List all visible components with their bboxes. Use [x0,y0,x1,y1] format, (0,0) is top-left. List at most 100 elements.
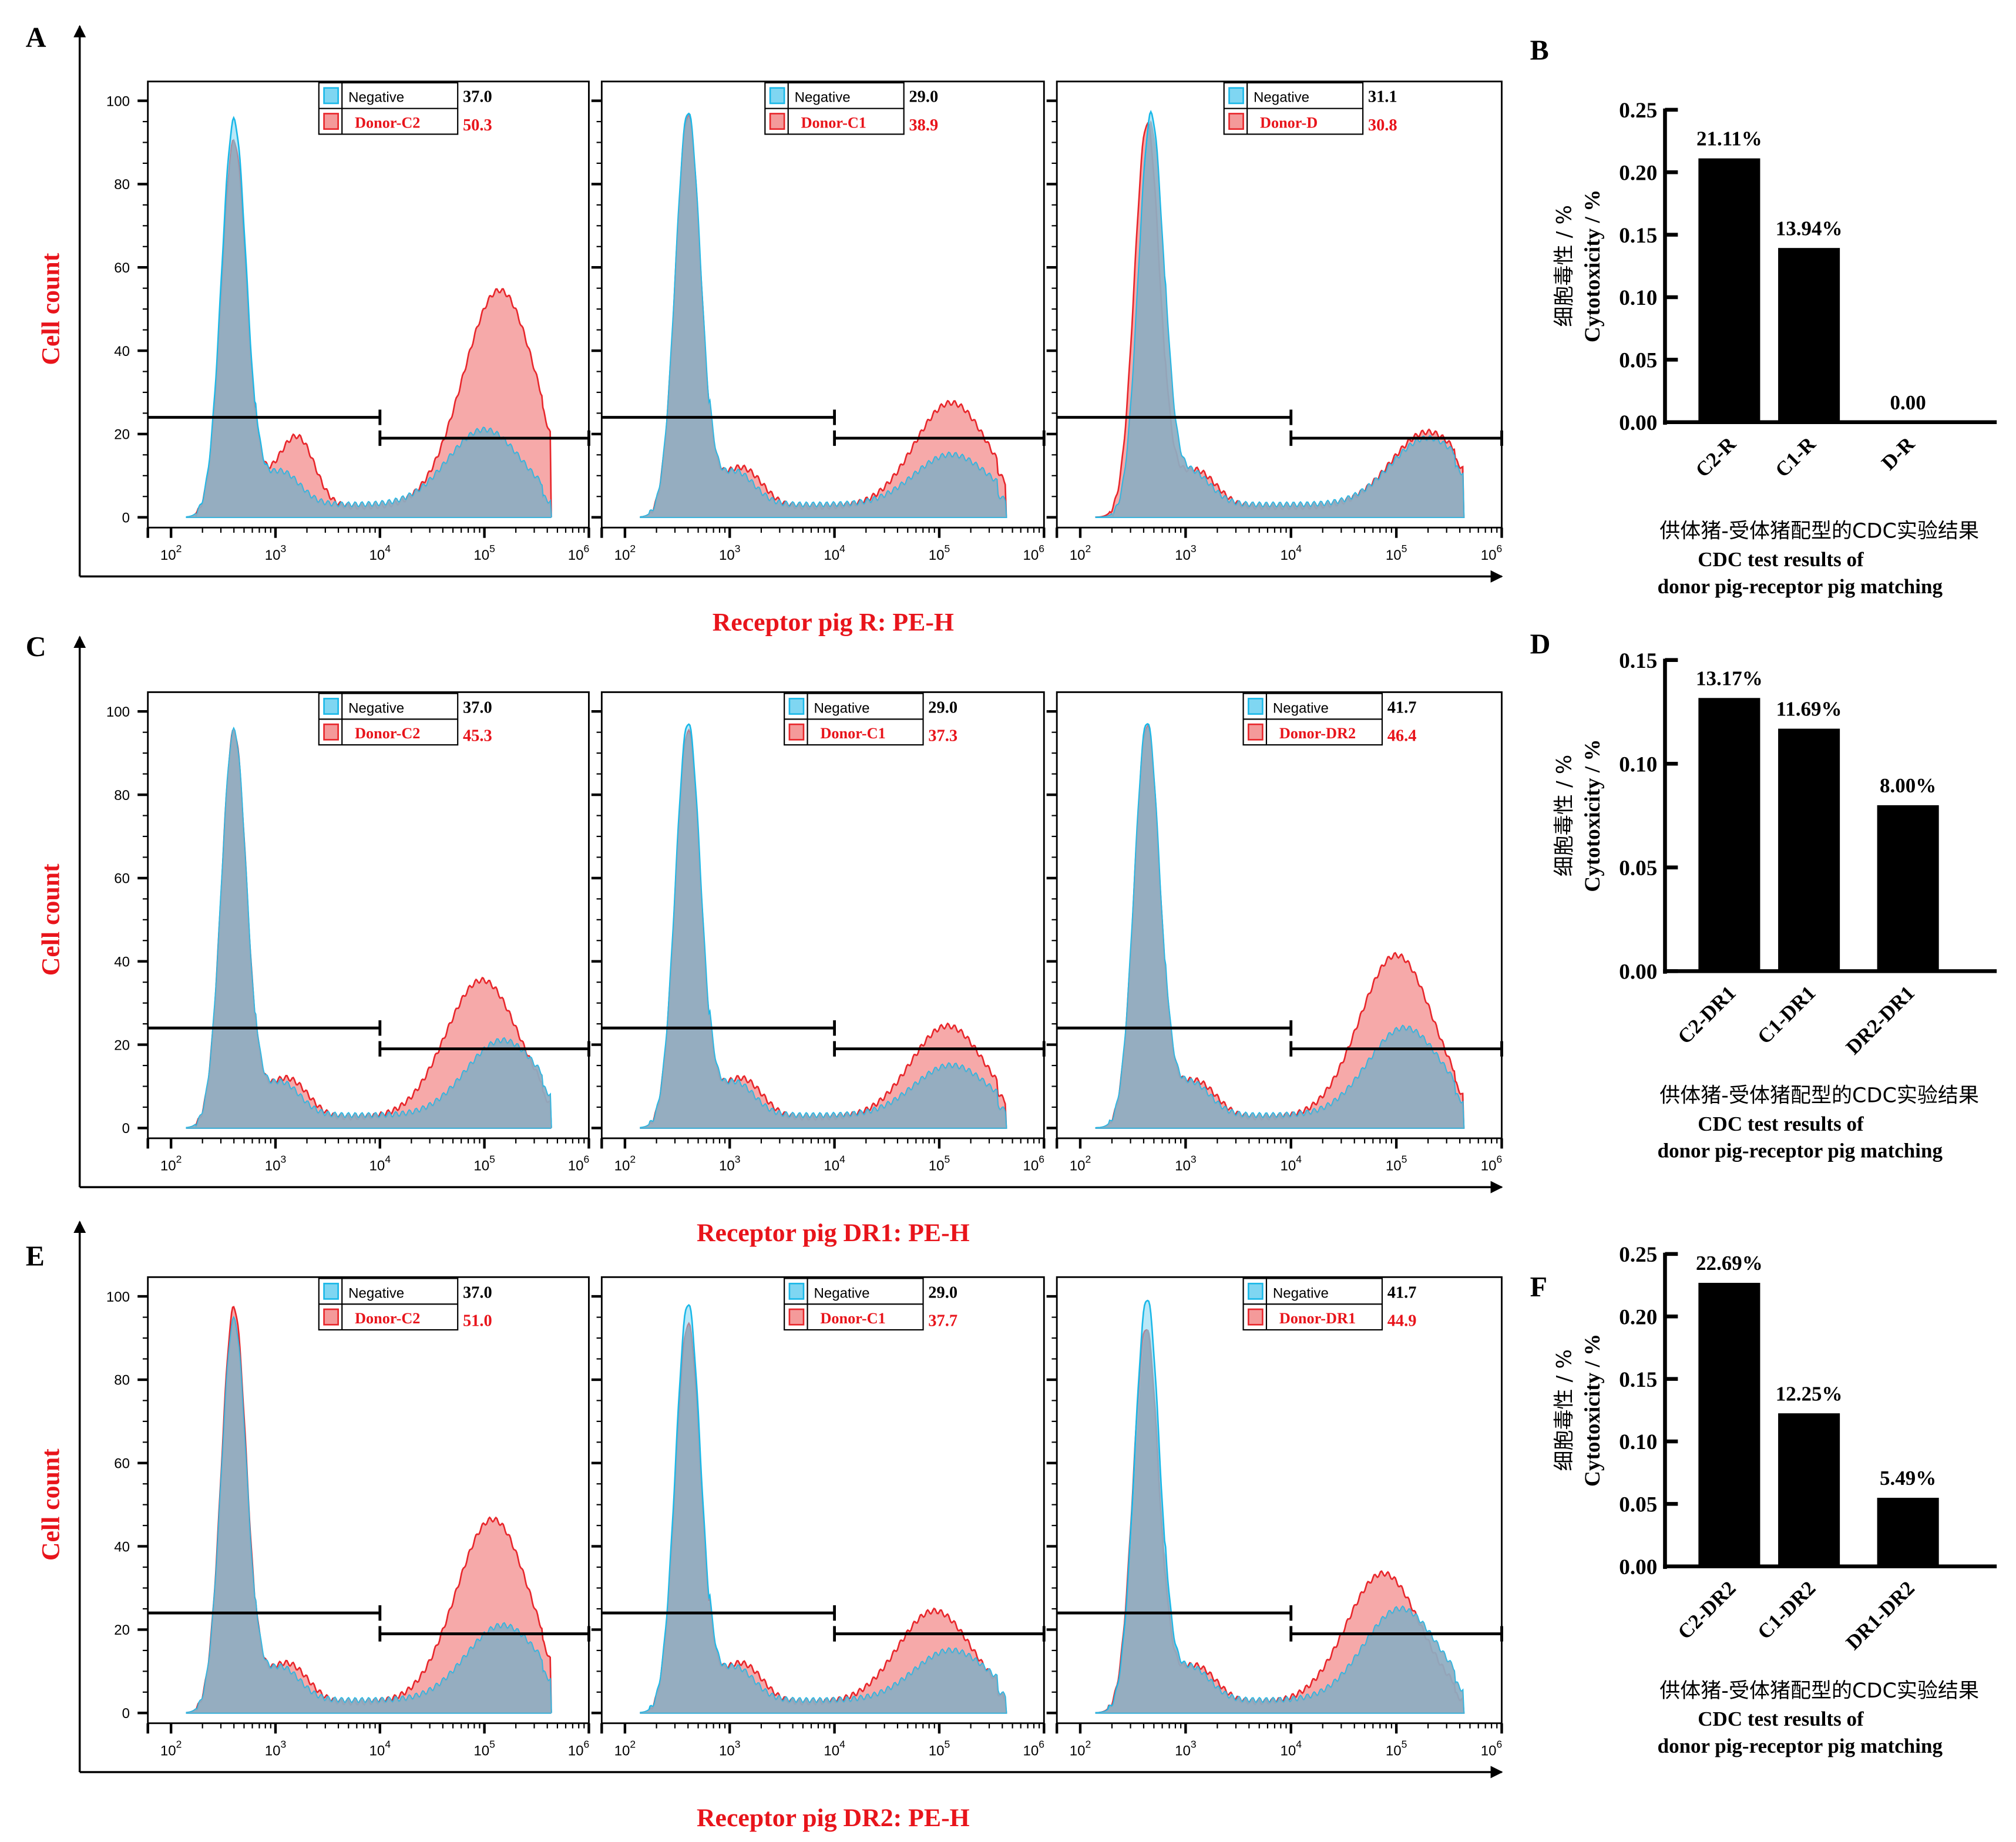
legend: Negative Donor-C1 29.0 37.7 [784,1278,957,1331]
y-tick-label: 0 [122,1706,130,1722]
overlap-area [186,139,552,517]
y-tick-label: 0.10 [1619,1430,1657,1454]
y-axis-label-cn: 细胞毒性 / % [1553,1349,1577,1471]
histogram-panel-C: C Cell count Receptor pig DR1: PE-H 0 20 40 60… [26,631,1503,1247]
legend-value-negative: 37.0 [463,88,492,106]
bar [1877,1497,1939,1567]
bar-chart-D: D 0.00 0.05 0.10 0.15 细胞毒性 / % Cytotoxicity / … [1530,629,1997,1162]
legend-value-donor: 44.9 [1387,1312,1417,1330]
x-tick-label: 105 [929,1738,950,1759]
x-axis-label: Receptor pig DR1: PE-H [697,1219,970,1247]
y-tick-label: 0 [122,1121,130,1137]
bar [1778,728,1840,972]
x-tick-label: DR2-DR1 [1842,981,1919,1059]
legend: Negative Donor-C2 37.0 45.3 [318,693,492,746]
legend: Negative Donor-C1 29.0 38.9 [764,82,938,135]
y-tick-label: 20 [114,427,130,443]
x-tick-label: 102 [160,1153,182,1174]
legend-swatch-donor [788,723,805,741]
x-tick-label: 103 [719,1153,741,1174]
legend-value-donor: 30.8 [1368,116,1397,135]
legend: Negative Donor-DR2 41.7 46.4 [1242,693,1417,746]
legend-label-negative: Negative [814,700,869,716]
x-tick-label: 104 [369,1153,391,1174]
legend-value-negative: 37.0 [463,698,492,717]
x-tick-label: 106 [1481,1153,1503,1174]
bar [1698,158,1760,422]
legend: Negative Donor-C2 37.0 51.0 [318,1278,492,1331]
legend-swatch-donor [323,1308,339,1326]
y-axis-label-en: Cytotoxicity / % [1581,190,1605,342]
x-tick-label: 102 [1070,1738,1091,1759]
legend-value-donor: 46.4 [1387,727,1417,745]
x-tick-label: 104 [369,543,391,563]
legend-value-negative: 29.0 [909,88,938,106]
x-tick-label: 104 [824,1153,845,1174]
y-tick-label: 0.05 [1619,1493,1657,1517]
x-axis-label-en: donor pig-receptor pig matching [1658,575,1943,598]
legend-label-negative: Negative [1273,700,1329,716]
x-tick-label: 104 [1280,1738,1302,1759]
histogram-subplot: 0 20 40 60 80 100 102 103 104 105 106 Negative Donor… [106,80,590,563]
legend-label-donor: Donor-C1 [801,115,866,132]
x-tick-label: 106 [1481,1738,1503,1759]
x-axis-label-en: donor pig-receptor pig matching [1658,1735,1943,1757]
x-tick-label: C2-DR1 [1673,981,1740,1048]
legend-value-negative: 37.0 [463,1283,492,1302]
y-tick-label: 20 [114,1622,130,1638]
legend-swatch-negative [788,1282,805,1300]
bar [1778,248,1840,422]
legend: Negative Donor-C1 29.0 37.3 [784,693,957,746]
legend-value-negative: 31.1 [1368,88,1397,106]
x-tick-label: 104 [369,1738,391,1759]
x-tick-label: 102 [160,1738,182,1759]
y-axis-label-cn: 细胞毒性 / % [1553,755,1577,876]
x-tick-label: 104 [824,543,845,563]
x-tick-label: 102 [614,543,636,563]
legend-value-donor: 38.9 [909,116,938,135]
legend-value-donor: 37.3 [928,727,957,745]
legend-label-negative: Negative [1273,1285,1329,1301]
y-tick-label: 0.15 [1619,649,1657,673]
legend-swatch-negative [323,698,339,715]
legend-label-donor: Donor-DR1 [1279,1310,1356,1327]
x-tick-label: 103 [1175,1153,1197,1174]
legend-swatch-negative [1228,87,1244,105]
x-tick-label: C1-DR1 [1753,981,1820,1048]
y-axis-label: Cell count [37,863,65,976]
x-axis-label: Receptor pig R: PE-H [713,608,954,636]
panel-letter: E [26,1241,45,1272]
y-tick-label: 100 [106,704,130,720]
legend-label-negative: Negative [348,700,404,716]
legend-value-donor: 50.3 [463,116,492,135]
y-tick-label: 80 [114,788,130,804]
x-tick-label: 105 [929,1153,950,1174]
legend-value-donor: 37.7 [928,1312,957,1330]
y-tick-label: 80 [114,1373,130,1389]
legend-label-donor: Donor-D [1260,115,1318,132]
legend-swatch-donor [1228,113,1244,130]
y-tick-label: 40 [114,954,130,970]
x-axis-label-en: donor pig-receptor pig matching [1658,1140,1943,1162]
x-tick-label: 105 [1386,1153,1407,1174]
y-axis-label: Cell count [37,1448,65,1561]
x-tick-label: 103 [265,1153,286,1174]
overlap-area [640,1326,1007,1713]
legend-label-negative: Negative [795,90,851,106]
bar-data-label: 8.00% [1880,774,1936,797]
y-tick-label: 60 [114,1456,130,1472]
x-tick-label: 104 [1280,1153,1302,1174]
x-tick-label: 102 [614,1153,636,1174]
y-tick-label: 0 [122,510,130,526]
bar-data-label: 5.49% [1880,1467,1936,1490]
panel-letter: C [26,631,46,663]
panel-letter: A [26,22,46,53]
legend-swatch-negative [769,87,785,105]
x-tick-label: 104 [824,1738,845,1759]
x-tick-label: C1-DR2 [1753,1577,1820,1643]
bar [1778,1413,1840,1567]
x-tick-label: C2-R [1691,432,1741,482]
legend-label-negative: Negative [1254,90,1309,106]
overlap-area [186,728,552,1128]
legend: Negative Donor-C2 37.0 50.3 [318,82,492,135]
